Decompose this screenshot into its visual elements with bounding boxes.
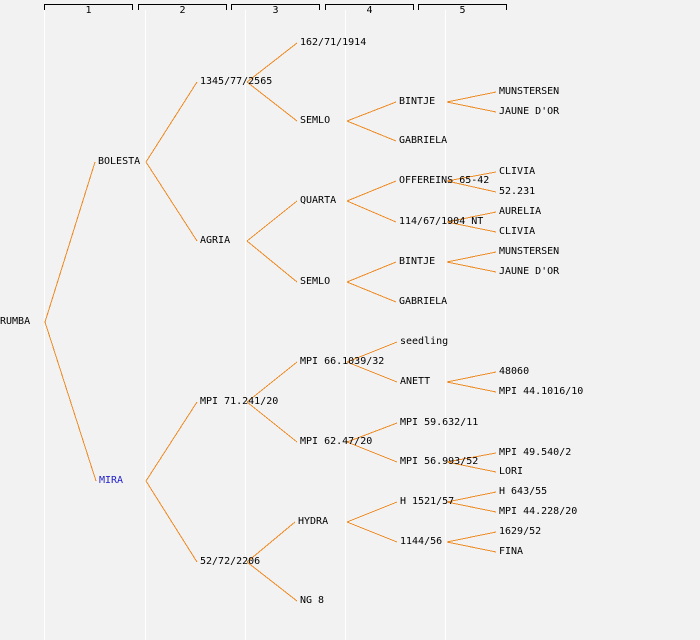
pedigree-edge	[446, 381, 497, 393]
tree-node-gabriela1[interactable]: GABRIELA	[399, 135, 448, 146]
tree-node-aurelia[interactable]: AURELIA	[499, 206, 542, 217]
pedigree-edge	[446, 491, 497, 503]
generation-header-label: 5	[459, 5, 466, 16]
tree-node-h643[interactable]: H 643/55	[499, 486, 548, 497]
tree-node-clivia1[interactable]: CLIVIA	[499, 166, 536, 177]
generation-header-label: 1	[85, 5, 92, 16]
tree-node-n48060[interactable]: 48060	[499, 366, 530, 377]
pedigree-edge	[446, 261, 497, 273]
pedigree-edge	[346, 441, 398, 463]
tree-node-mpi62[interactable]: MPI 62.47/20	[300, 436, 373, 447]
pedigree-edge	[145, 480, 198, 563]
tree-node-bintje1[interactable]: BINTJE	[399, 96, 436, 107]
pedigree-edge	[145, 161, 198, 242]
pedigree-edge	[346, 101, 397, 122]
generation-header-2: 2	[138, 4, 227, 17]
generation-header-5: 5	[418, 4, 507, 17]
tree-node-h1521[interactable]: H 1521/57	[400, 496, 455, 507]
generation-header-label: 2	[179, 5, 186, 16]
tree-node-lori[interactable]: LORI	[499, 466, 524, 477]
tree-node-jaune1[interactable]: JAUNE D'OR	[499, 106, 560, 117]
pedigree-edge	[246, 521, 296, 563]
pedigree-edge	[346, 200, 397, 223]
tree-node-semlo1[interactable]: SEMLO	[300, 115, 331, 126]
tree-node-clivia2[interactable]: CLIVIA	[499, 226, 536, 237]
tree-node-gabriela2[interactable]: GABRIELA	[399, 296, 448, 307]
tree-node-semlo2[interactable]: SEMLO	[300, 276, 331, 287]
tree-node-fina[interactable]: FINA	[499, 546, 524, 557]
tree-node-mun1[interactable]: MUNSTERSEN	[499, 86, 560, 97]
pedigree-edge	[446, 211, 497, 223]
pedigree-edge	[145, 401, 198, 482]
pedigree-edge	[346, 361, 398, 383]
tree-node-agria[interactable]: AGRIA	[200, 235, 231, 246]
tree-node-bolesta[interactable]: BOLESTA	[98, 156, 141, 167]
pedigree-edge	[446, 541, 497, 553]
tree-node-mpi49[interactable]: MPI 49.540/2	[499, 447, 572, 458]
pedigree-edge	[446, 221, 497, 233]
tree-node-n1629[interactable]: 1629/52	[499, 526, 542, 537]
tree-node-mun2[interactable]: MUNSTERSEN	[499, 246, 560, 257]
pedigree-edge	[446, 180, 497, 193]
pedigree-edge	[246, 81, 298, 122]
tree-node-bintje2[interactable]: BINTJE	[399, 256, 436, 267]
tree-node-quarta[interactable]: QUARTA	[300, 195, 337, 206]
pedigree-edge	[246, 42, 298, 83]
pedigree-edge	[446, 531, 497, 543]
pedigree-edge	[44, 161, 96, 323]
pedigree-edge	[446, 171, 497, 182]
tree-node-n5272[interactable]: 52/72/2206	[200, 556, 261, 567]
tree-node-n52231[interactable]: 52.231	[499, 186, 536, 197]
pedigree-edge	[346, 180, 397, 202]
tree-node-n114[interactable]: 114/67/1904 NT	[399, 216, 484, 227]
pedigree-edge	[346, 261, 397, 283]
tree-node-offereins[interactable]: OFFEREINS 65-42	[399, 175, 490, 186]
pedigree-edge	[446, 251, 497, 263]
tree-node-mpi59[interactable]: MPI 59.632/11	[400, 417, 479, 428]
pedigree-edge	[246, 561, 298, 602]
pedigree-edge	[145, 81, 198, 163]
pedigree-edge	[346, 501, 398, 523]
tree-node-hydra[interactable]: HYDRA	[298, 516, 329, 527]
tree-node-mpi66[interactable]: MPI 66.1039/32	[300, 356, 385, 367]
pedigree-edge	[446, 101, 497, 113]
tree-node-mpi71[interactable]: MPI 71.241/20	[200, 396, 279, 407]
pedigree-edge	[446, 371, 497, 383]
pedigree-edge	[246, 361, 298, 403]
tree-node-n1345[interactable]: 1345/77/2565	[200, 76, 273, 87]
tree-node-anett[interactable]: ANETT	[400, 376, 431, 387]
pedigree-edge	[446, 461, 497, 473]
tree-node-rumba[interactable]: RUMBA	[0, 316, 31, 327]
pedigree-edge	[446, 91, 497, 103]
tree-node-seedling[interactable]: seedling	[400, 336, 449, 347]
tree-node-mira[interactable]: MIRA	[99, 475, 124, 486]
generation-header-label: 3	[272, 5, 279, 16]
tree-node-ng8[interactable]: NG 8	[300, 595, 325, 606]
tree-node-mpi44a[interactable]: MPI 44.1016/10	[499, 386, 584, 397]
pedigree-edge	[446, 452, 497, 463]
generation-header-4: 4	[325, 4, 414, 17]
pedigree-edge	[346, 341, 398, 363]
pedigree-edge	[446, 501, 497, 513]
pedigree-edge	[44, 321, 97, 482]
generation-header-label: 4	[366, 5, 373, 16]
tree-node-n162[interactable]: 162/71/1914	[300, 37, 367, 48]
pedigree-edge	[246, 200, 298, 242]
tree-node-mpi44b[interactable]: MPI 44.228/20	[499, 506, 578, 517]
tree-node-n1144[interactable]: 1144/56	[400, 536, 443, 547]
tree-node-jaune2[interactable]: JAUNE D'OR	[499, 266, 560, 277]
generation-header-1: 1	[44, 4, 133, 17]
generation-header-row: 1 2 3 4 5	[0, 0, 700, 20]
tree-node-mpi56[interactable]: MPI 56.993/52	[400, 456, 479, 467]
generation-header-3: 3	[231, 4, 320, 17]
pedigree-edge	[346, 422, 398, 443]
pedigree-edge	[246, 240, 298, 283]
pedigree-edge	[246, 401, 298, 443]
pedigree-edge	[346, 281, 397, 303]
pedigree-edge	[346, 120, 397, 142]
pedigree-edge	[346, 521, 398, 543]
